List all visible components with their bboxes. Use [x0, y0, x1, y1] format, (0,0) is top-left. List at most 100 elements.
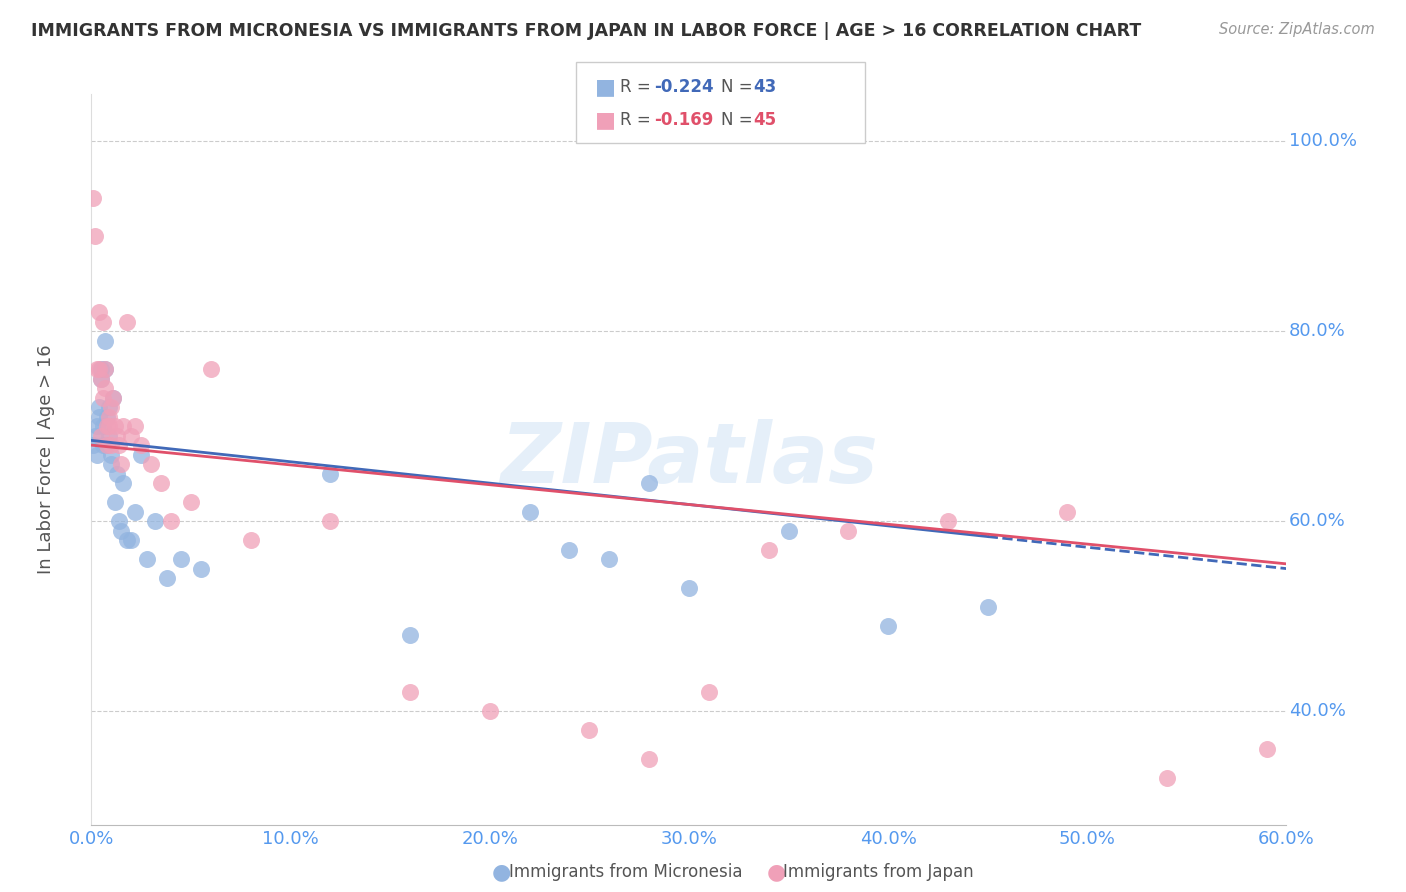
Point [478, 704, 501, 718]
Text: In Labor Force | Age > 16: In Labor Force | Age > 16 [37, 344, 55, 574]
Point [98, 409, 121, 424]
Point [89, 362, 111, 376]
Point [90, 371, 112, 385]
Point [103, 391, 125, 405]
Point [124, 505, 146, 519]
Point [89, 400, 111, 414]
Point [93, 419, 115, 434]
Point [156, 571, 179, 585]
Point [82, 191, 104, 205]
Point [103, 391, 125, 405]
Point [319, 467, 342, 481]
Point [86, 362, 108, 376]
Text: R =: R = [620, 112, 657, 129]
Point [150, 476, 173, 491]
Point [94, 381, 117, 395]
Point [239, 533, 262, 548]
Text: Source: ZipAtlas.com: Source: ZipAtlas.com [1219, 22, 1375, 37]
Point [1156, 771, 1178, 785]
Text: ZIPatlas: ZIPatlas [501, 419, 877, 500]
Point [976, 599, 998, 614]
Point [112, 476, 135, 491]
Text: N =: N = [721, 78, 758, 95]
Point [778, 524, 800, 538]
Text: N =: N = [721, 112, 758, 129]
Text: -0.224: -0.224 [654, 78, 713, 95]
Point [758, 542, 780, 557]
Point [143, 514, 166, 528]
Text: 60.0%: 60.0% [1289, 512, 1346, 530]
Text: 40.0%: 40.0% [1289, 702, 1346, 720]
Point [93, 438, 115, 452]
Point [105, 428, 128, 442]
Point [100, 400, 122, 414]
Point [697, 685, 720, 699]
Text: 45: 45 [754, 112, 776, 129]
Point [180, 495, 202, 509]
Point [678, 581, 700, 595]
Point [93, 315, 115, 329]
Point [84, 229, 107, 244]
Point [558, 542, 581, 557]
Point [96, 438, 118, 452]
Point [115, 533, 138, 548]
Point [110, 524, 132, 538]
Point [86, 419, 108, 434]
Point [100, 438, 122, 452]
Point [82, 438, 104, 452]
Point [160, 514, 183, 528]
Point [89, 305, 111, 319]
Point [200, 362, 222, 376]
Point [89, 409, 111, 424]
Point [96, 438, 118, 452]
Point [90, 362, 112, 376]
Point [1056, 505, 1078, 519]
Point [98, 428, 121, 442]
Point [129, 448, 152, 462]
Text: 80.0%: 80.0% [1289, 322, 1346, 340]
Point [120, 428, 142, 442]
Point [129, 438, 152, 452]
Point [94, 334, 117, 348]
Point [1256, 742, 1278, 756]
Point [93, 391, 115, 405]
Point [638, 751, 661, 765]
Point [598, 552, 620, 566]
Text: IMMIGRANTS FROM MICRONESIA VS IMMIGRANTS FROM JAPAN IN LABOR FORCE | AGE > 16 CO: IMMIGRANTS FROM MICRONESIA VS IMMIGRANTS… [31, 22, 1142, 40]
Text: Immigrants from Micronesia: Immigrants from Micronesia [509, 863, 742, 881]
Point [399, 685, 422, 699]
Point [104, 419, 127, 434]
Text: 100.0%: 100.0% [1289, 132, 1357, 150]
Point [100, 448, 122, 462]
Point [98, 419, 121, 434]
Point [190, 561, 212, 575]
Point [115, 315, 138, 329]
Point [108, 438, 131, 452]
Point [141, 457, 162, 471]
Point [100, 457, 122, 471]
Text: Immigrants from Japan: Immigrants from Japan [783, 863, 974, 881]
Point [105, 467, 128, 481]
Text: ●: ● [766, 863, 786, 882]
Point [399, 628, 422, 642]
Point [90, 428, 112, 442]
Point [90, 371, 112, 385]
Point [94, 362, 117, 376]
Point [104, 495, 127, 509]
Text: R =: R = [620, 78, 657, 95]
Point [170, 552, 193, 566]
Point [96, 419, 118, 434]
Text: 43: 43 [754, 78, 778, 95]
Text: ■: ■ [595, 111, 616, 130]
Point [877, 618, 900, 632]
Text: ●: ● [492, 863, 512, 882]
Point [86, 448, 108, 462]
Point [136, 552, 159, 566]
Point [84, 428, 107, 442]
Text: ■: ■ [595, 77, 616, 97]
Point [578, 723, 600, 738]
Point [936, 514, 959, 528]
Point [112, 419, 135, 434]
Point [98, 400, 121, 414]
Point [638, 476, 661, 491]
